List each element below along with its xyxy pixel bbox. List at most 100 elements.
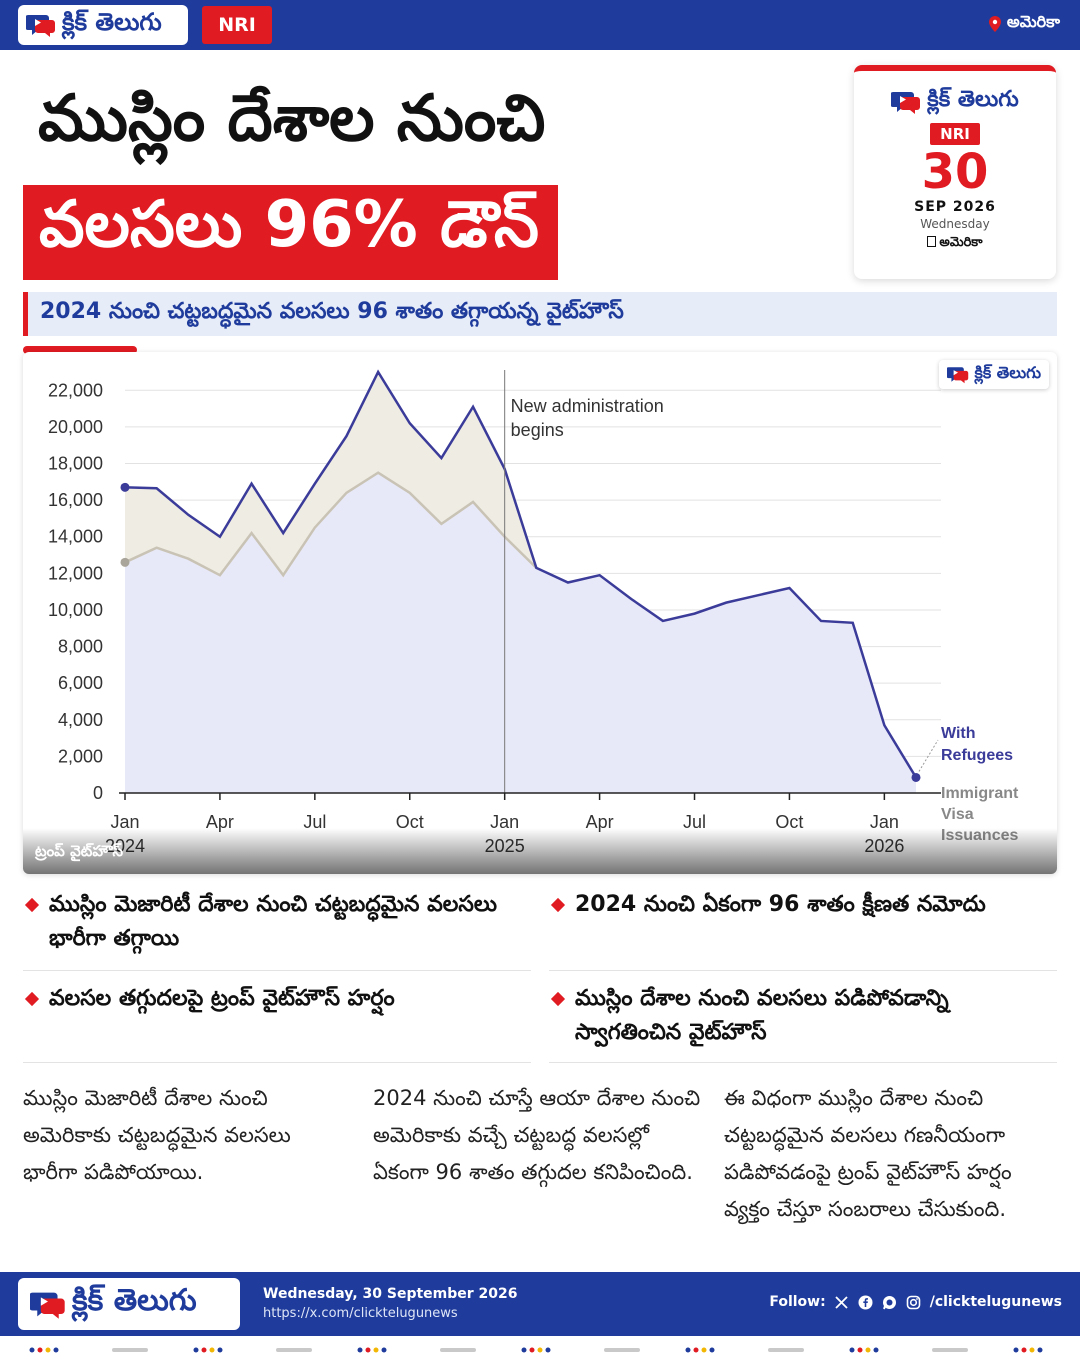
x-tick-label: Jan — [110, 812, 139, 832]
x-icon[interactable] — [834, 1294, 850, 1310]
series-label-immigrant-visa: Visa — [941, 806, 974, 823]
follow-label: Follow: — [769, 1294, 826, 1310]
decorative-dot — [849, 1347, 855, 1353]
decorative-dot — [53, 1347, 59, 1353]
whatsapp-icon[interactable] — [882, 1294, 898, 1310]
decorative-dot — [357, 1347, 363, 1353]
series-label-immigrant-visa: Immigrant — [941, 785, 1019, 802]
decorative-dot — [865, 1347, 871, 1353]
decorative-dot — [37, 1347, 43, 1353]
logo-text: క్లిక్ తెలుగు — [72, 1283, 197, 1318]
decorative-dot — [709, 1347, 715, 1353]
x-tick-label: Oct — [396, 812, 424, 832]
decorative-dash — [276, 1348, 312, 1352]
series-label-with-refugees: With — [941, 725, 976, 742]
date-month-year: SEP 2026 — [914, 199, 996, 215]
subheadline: 2024 నుంచి చట్టబద్ధమైన వలసలు 96 శాతం తగ్… — [23, 292, 1057, 336]
logo-chat-icon — [946, 365, 969, 384]
divider — [23, 970, 531, 971]
y-tick-label: 16,000 — [48, 490, 103, 510]
headline-line-2: వలసలు 96% డౌన్ — [23, 185, 558, 280]
date-card-section-tag: NRI — [930, 123, 980, 145]
decorative-dot — [1021, 1347, 1027, 1353]
decorative-dash — [112, 1348, 148, 1352]
footer-date: Wednesday, 30 September 2026 — [263, 1286, 518, 1302]
y-tick-label: 2,000 — [58, 746, 103, 766]
logo-chat-icon — [25, 12, 56, 38]
date-card-location-text: అమెరికా — [939, 235, 983, 250]
x-tick-label: Apr — [206, 812, 234, 832]
x-tick-label: Apr — [586, 812, 614, 832]
instagram-icon[interactable] — [906, 1294, 922, 1310]
y-tick-label: 0 — [93, 783, 103, 803]
decorative-dot — [45, 1347, 51, 1353]
footer-follow: Follow: /clicktelugunews — [769, 1294, 1062, 1310]
date-card-logo: క్లిక్ తెలుగు — [854, 87, 1056, 117]
bullet-item: ముస్లిం మెజారిటీ దేశాల నుంచి చట్టబద్ధమైన… — [23, 888, 531, 956]
brand-logo[interactable]: క్లిక్ తెలుగు — [18, 5, 188, 45]
y-tick-label: 18,000 — [48, 454, 103, 474]
decorative-dot — [201, 1347, 207, 1353]
social-handle[interactable]: /clicktelugunews — [929, 1294, 1062, 1310]
footer-logo[interactable]: క్లిక్ తెలుగు — [18, 1278, 240, 1330]
x-tick-label: Jul — [683, 812, 706, 832]
decorative-dot — [29, 1347, 35, 1353]
footer-url[interactable]: https://x.com/clicktelugunews — [263, 1306, 458, 1321]
image-credit: ట్రంప్ వైట్‌హౌస్ — [35, 842, 124, 860]
body-column-1: ముస్లిం మెజారిటీ దేశాల నుంచి అమెరికాకు చ… — [23, 1086, 291, 1184]
decorative-dot — [529, 1347, 535, 1353]
date-card-location: అమెరికా — [854, 235, 1056, 253]
decorative-dot — [381, 1347, 387, 1353]
decorative-dot — [693, 1347, 699, 1353]
location-text: అమెరికా — [1006, 12, 1060, 31]
logo-chat-icon — [890, 89, 921, 115]
decorative-dot — [685, 1347, 691, 1353]
series-line-with-refugees — [124, 369, 918, 779]
headline-line-1: ముస్లిం దేశాల నుంచి — [38, 82, 546, 156]
decorative-dot — [1037, 1347, 1043, 1353]
bullet-text: ముస్లిం మెజారిటీ దేశాల నుంచి చట్టబద్ధమైన… — [49, 892, 498, 951]
accent-bar — [23, 346, 137, 354]
series-end-point — [911, 772, 921, 782]
decorative-dot — [1013, 1347, 1019, 1353]
decorative-dot — [365, 1347, 371, 1353]
x-tick-label: Jan — [490, 812, 519, 832]
series-line-immigrant-visa — [124, 471, 538, 578]
annotation-text: New administration — [511, 396, 664, 416]
chart-image: 0 2,000 4,000 6,000 8,000 10,000 12,000 14,000 1… — [23, 352, 1057, 874]
y-tick-label: 4,000 — [58, 710, 103, 730]
decorative-dot — [857, 1347, 863, 1353]
date-card: క్లిక్ తెలుగు NRI 30 SEP 2026 Wednesday … — [854, 65, 1056, 279]
series-label-with-refugees: Refugees — [941, 747, 1013, 764]
decorative-dash — [932, 1348, 968, 1352]
bullet-item: ముస్లిం దేశాల నుంచి వలసలు పడిపోవడాన్ని స… — [549, 982, 1057, 1050]
decorative-dash — [604, 1348, 640, 1352]
y-tick-label: 10,000 — [48, 600, 103, 620]
decorative-dot — [701, 1347, 707, 1353]
facebook-icon[interactable] — [858, 1294, 874, 1310]
diamond-bullet-icon — [550, 897, 566, 913]
decorative-dot — [1029, 1347, 1035, 1353]
y-tick-label: 8,000 — [58, 637, 103, 657]
x-tick-label: Oct — [775, 812, 803, 832]
series-start-point — [120, 557, 130, 567]
x-tick-label: Jul — [303, 812, 326, 832]
divider — [23, 1062, 531, 1063]
footer-bar: క్లిక్ తెలుగు Wednesday, 30 September 20… — [0, 1272, 1080, 1336]
decorative-dot — [873, 1347, 879, 1353]
series-label-leader — [918, 739, 939, 772]
decorative-dash — [768, 1348, 804, 1352]
section-tag[interactable]: NRI — [202, 6, 272, 44]
decorative-dots — [29, 1347, 1043, 1353]
bullet-item: వలసల తగ్గుదలపై ట్రంప్ వైట్‌హౌస్ హర్షం — [23, 982, 531, 1016]
date-day: 30 — [921, 144, 989, 200]
decorative-dot — [217, 1347, 223, 1353]
x-tick-label: Jan — [870, 812, 899, 832]
decorative-dot — [193, 1347, 199, 1353]
decorative-dash — [440, 1348, 476, 1352]
y-tick-label: 14,000 — [48, 527, 103, 547]
diamond-bullet-icon — [550, 991, 566, 1007]
body-column-3: ఈ విధంగా ముస్లిం దేశాల నుంచి చట్టబద్ధమైన… — [724, 1086, 1012, 1221]
chart-svg: 0 2,000 4,000 6,000 8,000 10,000 12,000 14,000 1… — [48, 369, 1019, 856]
location-pin-icon — [988, 15, 1001, 32]
